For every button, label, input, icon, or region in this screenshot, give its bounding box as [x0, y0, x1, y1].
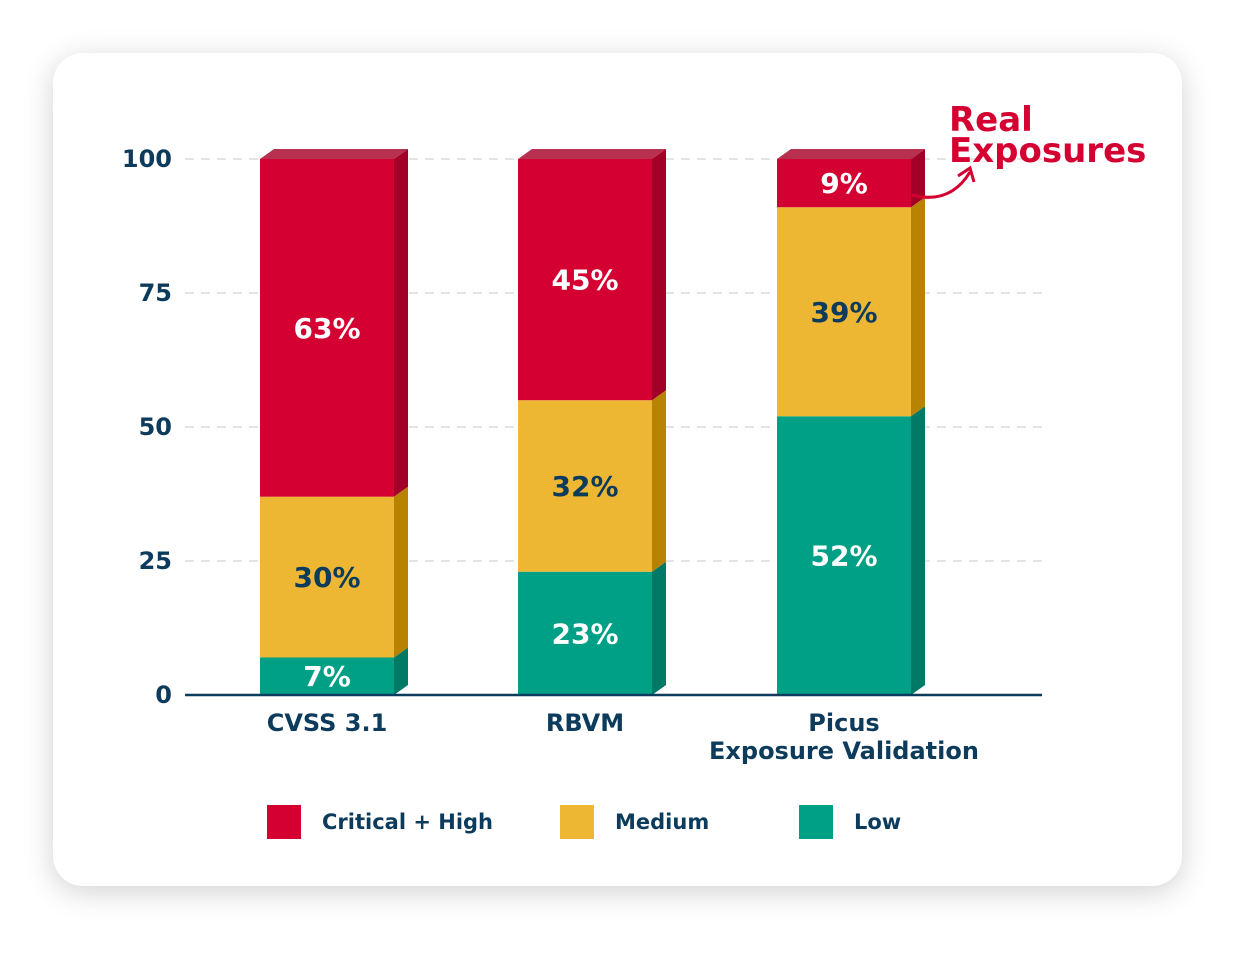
- bar-segment: [260, 496, 394, 658]
- legend-label: Critical + High: [322, 810, 493, 834]
- legend-swatch: [267, 805, 301, 839]
- x-category-label: RBVM: [546, 709, 624, 737]
- data-label: 39%: [810, 296, 877, 329]
- bar-side: [652, 149, 666, 401]
- x-category-label: Exposure Validation: [709, 737, 979, 765]
- legend-swatch: [560, 805, 594, 839]
- bar-side: [394, 486, 408, 658]
- y-tick-label: 25: [139, 547, 172, 575]
- data-label: 30%: [293, 561, 360, 594]
- bar-segment: [518, 400, 652, 572]
- y-tick-label: 0: [155, 681, 172, 709]
- bar-segment: [260, 657, 394, 695]
- arrow-head-icon: [957, 165, 976, 183]
- bar-segment: [518, 159, 652, 401]
- bar-top: [260, 149, 408, 159]
- bar-segment: [777, 159, 911, 208]
- data-label: 52%: [810, 540, 877, 573]
- legend-label: Low: [854, 810, 901, 834]
- data-label: 63%: [293, 312, 360, 345]
- bar-segment: [260, 159, 394, 497]
- annotation-text: Exposures: [949, 131, 1146, 171]
- x-category-label: CVSS 3.1: [267, 709, 388, 737]
- bar-top: [777, 149, 925, 159]
- bar-side: [911, 197, 925, 417]
- data-label: 23%: [551, 617, 618, 650]
- bar-side: [911, 149, 925, 208]
- annotation-text: Real: [949, 100, 1033, 140]
- bar-side: [652, 561, 666, 695]
- legend-label: Medium: [615, 810, 709, 834]
- bar-segment: [777, 416, 911, 695]
- bar-side: [911, 406, 925, 695]
- bar-side: [652, 390, 666, 572]
- data-label: 45%: [551, 264, 618, 297]
- bar-segment: [518, 571, 652, 695]
- legend-swatch: [799, 805, 833, 839]
- annotation-arrow: [911, 171, 972, 199]
- bar-segment: [777, 207, 911, 417]
- x-category-label: Picus: [808, 709, 879, 737]
- y-tick-label: 100: [122, 145, 172, 173]
- y-tick-label: 75: [139, 279, 172, 307]
- bar-side: [394, 647, 408, 695]
- data-label: 7%: [303, 660, 351, 693]
- data-label: 32%: [551, 470, 618, 503]
- bar-top: [518, 149, 666, 159]
- bar-side: [394, 149, 408, 497]
- data-label: 9%: [820, 167, 868, 200]
- y-tick-label: 50: [139, 413, 172, 441]
